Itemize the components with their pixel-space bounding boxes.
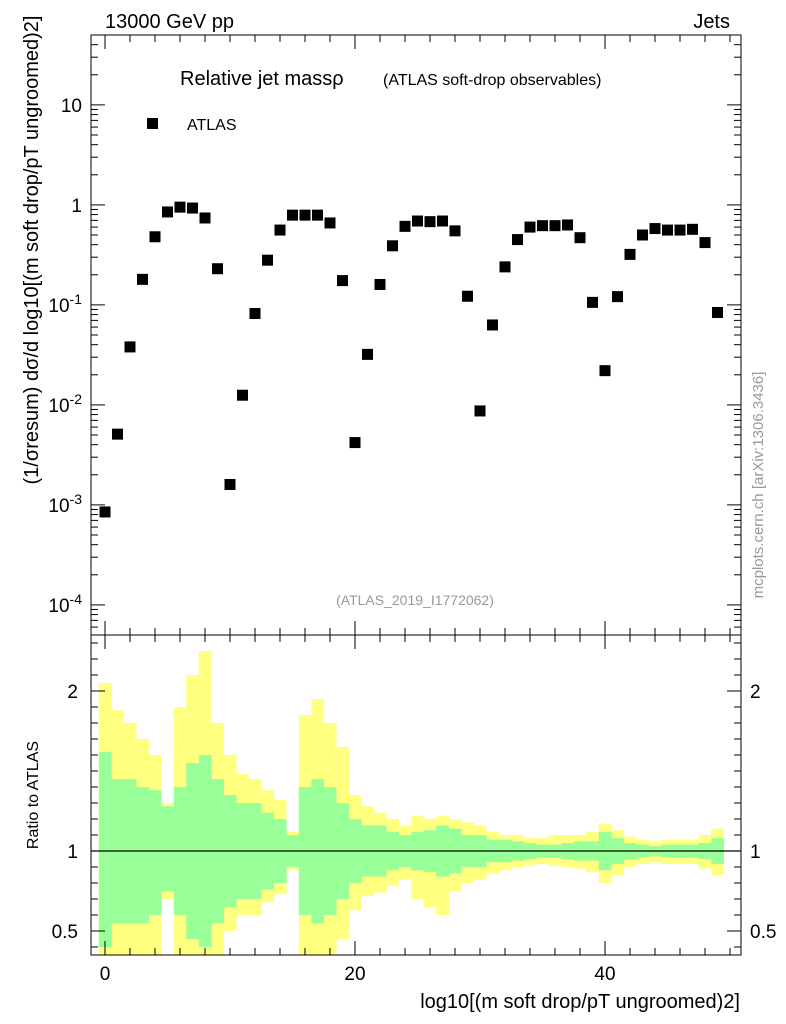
data-point — [537, 220, 548, 232]
data-point — [487, 319, 498, 331]
ratio-y-tick-label-right: 2 — [750, 682, 761, 703]
inner-band-bin — [161, 806, 175, 891]
data-point — [174, 201, 186, 213]
main-y-tick-labels: 10 1 10-1 10-2 10-3 10-4 — [48, 96, 82, 617]
legend-marker — [147, 118, 158, 129]
data-point — [137, 273, 148, 285]
data-point — [112, 428, 123, 440]
data-point — [362, 348, 373, 360]
data-point — [349, 437, 361, 449]
main-panel: Relative jet massρ (ATLAS soft-drop obse… — [21, 16, 742, 636]
data-point — [424, 216, 436, 228]
header-right: Jets — [693, 11, 730, 33]
ratio-panel: 2 2 1 1 0.5 0.5 0 20 40 Ratio to ATLAS log10[(m… — [25, 634, 777, 1013]
data-point — [274, 224, 286, 236]
main-y-tick-label: 10-2 — [48, 391, 82, 417]
data-point — [512, 234, 523, 246]
data-point — [262, 254, 273, 266]
ratio-y-tick-label-left: 0.5 — [52, 922, 78, 943]
data-point — [249, 308, 261, 320]
data-point — [637, 229, 648, 241]
main-y-tick-label: 10-1 — [48, 291, 82, 317]
ratio-y-tick-labels: 2 2 1 1 0.5 0.5 — [52, 682, 777, 943]
header-left: 13000 GeV pp — [105, 11, 234, 33]
data-point — [312, 209, 323, 221]
ratio-y-axis-label: Ratio to ATLAS — [25, 741, 42, 849]
main-x-ticks — [104, 35, 731, 635]
data-point — [674, 224, 686, 236]
ratio-frame — [90, 634, 742, 956]
x-tick-label: 0 — [100, 964, 111, 985]
ratio-y-tick-label-left: 2 — [67, 682, 78, 703]
inner-band-bin — [136, 787, 150, 923]
legend-label: ATLAS — [187, 117, 237, 134]
inner-band-bin — [148, 790, 162, 915]
data-point — [474, 405, 486, 417]
data-point — [299, 209, 311, 221]
data-point — [449, 225, 461, 237]
x-axis-label: log10[(m soft drop/pT ungroomed)2] — [420, 991, 740, 1013]
data-point — [499, 261, 511, 273]
main-y-tick-label: 10 — [61, 96, 82, 117]
data-point — [399, 220, 411, 232]
analysis-tag: (ATLAS_2019_I1772062) — [336, 592, 494, 608]
data-point — [662, 224, 673, 236]
data-point — [624, 248, 636, 260]
data-point — [212, 263, 223, 275]
x-tick-label: 40 — [594, 964, 615, 985]
ratio-y-tick-label-left: 1 — [67, 842, 78, 863]
ratio-bands — [98, 651, 725, 955]
data-point — [574, 232, 586, 244]
data-point — [387, 240, 398, 252]
main-y-tick-label: 10-3 — [48, 491, 82, 517]
watermark: mcplots.cern.ch [arXiv:1306.3436] — [750, 372, 767, 599]
data-point — [337, 275, 348, 287]
main-y-tick-label: 1 — [71, 196, 82, 217]
main-y-ticks — [91, 34, 741, 636]
ratio-x-tick-labels: 0 20 40 — [100, 964, 616, 985]
data-point — [224, 478, 236, 490]
data-point — [462, 290, 473, 302]
data-point — [162, 206, 173, 218]
data-point — [562, 219, 573, 231]
data-point — [324, 217, 336, 229]
chart-subtitle: (ATLAS soft-drop observables) — [383, 72, 601, 89]
x-tick-label: 20 — [344, 964, 365, 985]
data-point — [612, 291, 623, 303]
main-data-points — [99, 201, 723, 518]
chart-title: Relative jet massρ — [180, 68, 344, 90]
data-point — [712, 306, 723, 318]
data-point — [237, 389, 248, 401]
ratio-x-ticks — [104, 635, 731, 955]
data-point — [99, 506, 111, 518]
data-point — [199, 212, 211, 224]
data-point — [524, 221, 536, 233]
data-point — [149, 231, 161, 243]
data-point — [124, 341, 136, 353]
data-point — [587, 296, 598, 308]
ratio-y-ticks — [91, 642, 741, 948]
inner-band-bin — [98, 751, 112, 947]
data-point — [287, 209, 298, 221]
data-point — [187, 202, 198, 214]
data-point — [599, 365, 611, 377]
data-point — [699, 237, 711, 249]
ratio-y-tick-label-right: 1 — [750, 842, 761, 863]
data-point — [374, 278, 386, 290]
main-y-axis-label: (1/σresum) dσ/d log10[(m soft drop/pT un… — [21, 16, 43, 485]
data-point — [687, 223, 698, 235]
data-point — [412, 215, 423, 227]
data-point — [437, 215, 448, 227]
main-y-tick-label: 10-4 — [48, 591, 82, 617]
data-point — [549, 220, 561, 232]
ratio-y-tick-label-right: 0.5 — [750, 922, 776, 943]
data-point — [649, 223, 661, 235]
